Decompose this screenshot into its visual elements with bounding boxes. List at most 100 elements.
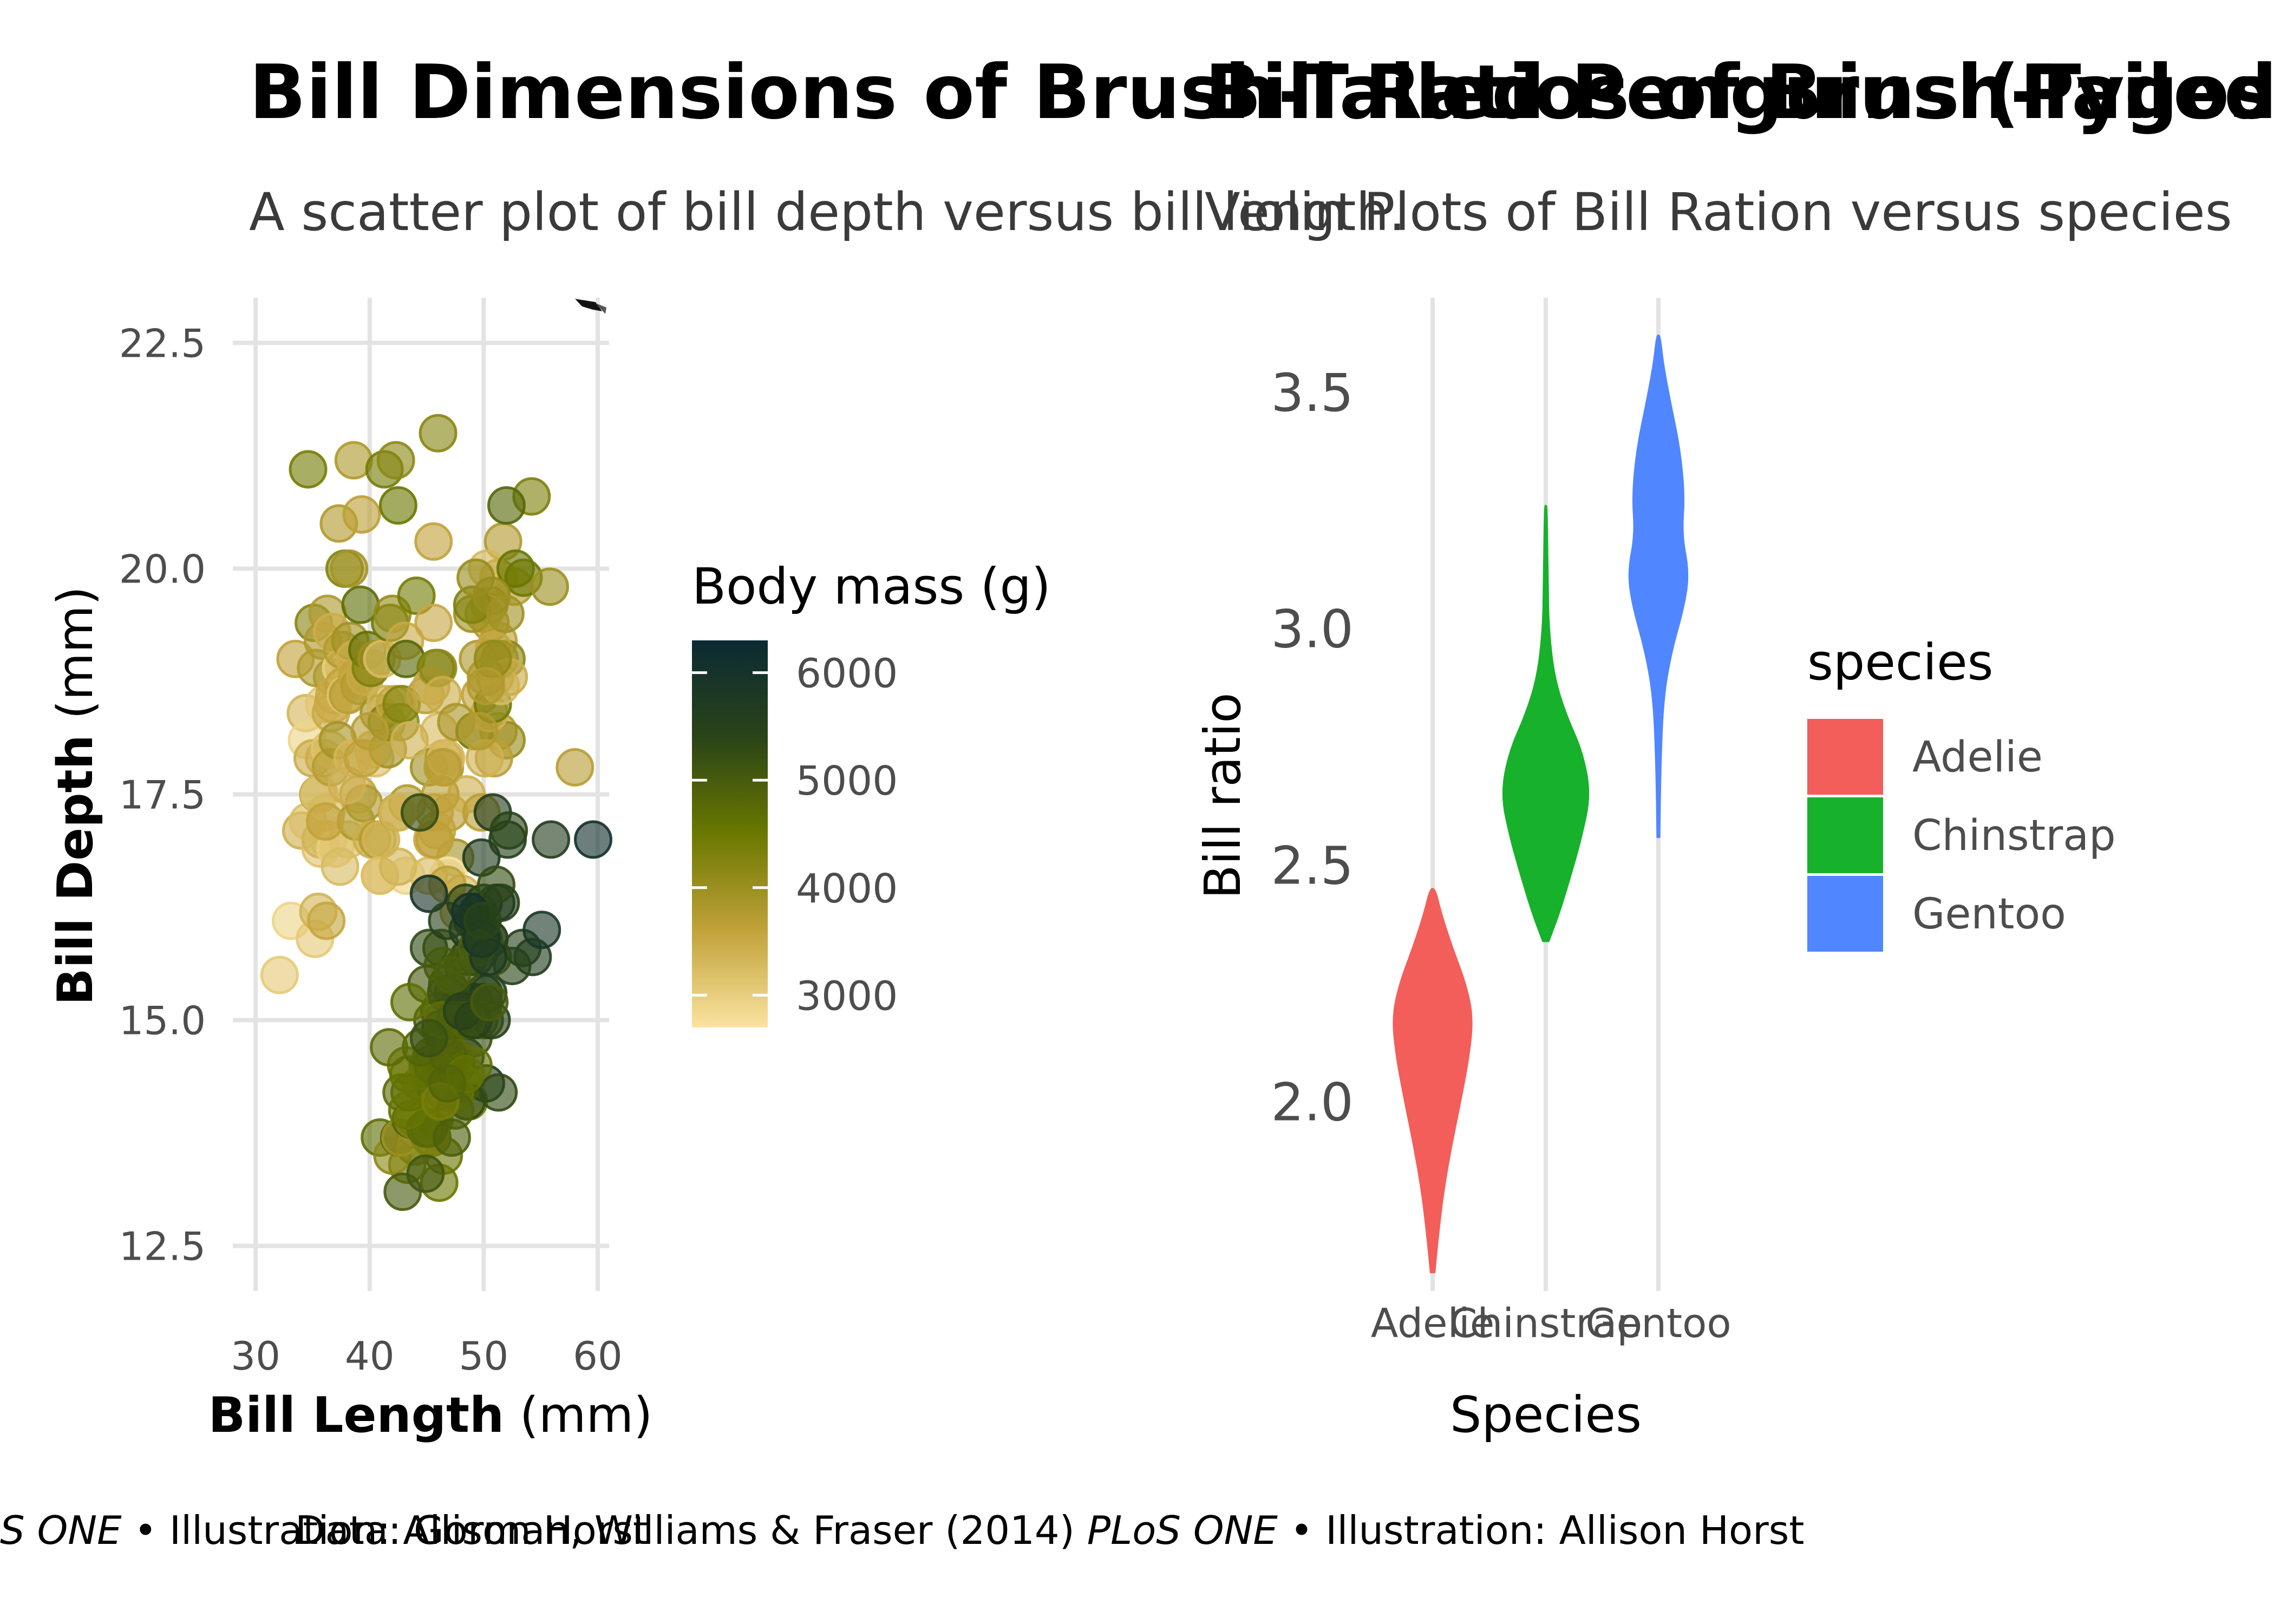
body-mass-legend-title: Body mass (g)	[692, 558, 1051, 615]
violin-y-tick-label: 2.5	[1271, 836, 1354, 896]
species-legend-label: Adelie	[1912, 733, 2043, 782]
scatter-point	[479, 1073, 518, 1112]
caption-right: Data: Gorman, Williams & Fraser (2014) P…	[295, 1508, 1804, 1553]
scatter-point	[342, 495, 381, 534]
violin-gentoo	[1628, 334, 1689, 839]
scatter-point	[467, 666, 506, 705]
species-legend-key	[1807, 797, 1883, 873]
scatter-y-axis-title-unit: (mm)	[47, 586, 104, 735]
scatter-point	[350, 712, 389, 751]
scatter-y-axis-title-bold: Bill Depth	[47, 735, 104, 1005]
scatter-y-tick-label: 15.0	[119, 998, 206, 1044]
caption-right-italic: PLoS ONE	[1087, 1508, 1278, 1553]
violin-title: Bill Ratios of Brush-Tailed Penguins (Py…	[1205, 49, 2274, 136]
species-legend-title: species	[1807, 633, 1994, 691]
scatter-point	[289, 450, 328, 489]
violin-y-tick-label: 3.5	[1271, 363, 1354, 423]
violin-y-tick-labels: 2.0 2.5 3.0 3.5	[1271, 363, 1354, 1133]
scatter-point	[463, 901, 502, 940]
scatter-point	[390, 983, 429, 1021]
scatter-x-axis-title-unit: (mm)	[504, 1387, 652, 1444]
body-mass-colorbar-ticks: 3000 4000 5000 6000	[692, 651, 898, 1019]
scatter-panel: 12.5 15.0 17.5 20.0 22.5 30 40 50 60 Bill Dimen…	[47, 49, 2274, 1444]
scatter-x-tick-label: 60	[573, 1333, 623, 1379]
scatter-point	[456, 558, 495, 597]
violin-y-axis-title: Bill ratio	[1194, 692, 1252, 899]
colorbar-tick-label: 5000	[796, 758, 898, 804]
violin-shapes	[1393, 334, 1689, 1274]
violin-x-tick-label: Chinstrap	[1449, 1300, 1642, 1347]
scatter-point	[390, 721, 429, 759]
caption-right-prefix: Data: Gorman, Williams & Fraser (2014)	[295, 1508, 1087, 1553]
scatter-x-tick-label: 50	[459, 1333, 509, 1379]
species-legend-label: Chinstrap	[1912, 811, 2116, 860]
scatter-point	[406, 1154, 445, 1193]
scatter-point	[460, 712, 499, 751]
scatter-point	[522, 911, 561, 949]
caption-left: S ONE • Illustration: Allison Horst	[0, 1508, 648, 1553]
scatter-title: Bill Dimensions of Brush-Tailed Penguins…	[249, 49, 2274, 136]
scatter-point	[469, 938, 508, 977]
scatter-point	[532, 820, 571, 859]
scatter-point	[414, 604, 453, 643]
caption-left-italic: S ONE	[0, 1508, 122, 1553]
scatter-points	[260, 414, 613, 1211]
scatter-point	[307, 901, 346, 940]
body-mass-colorbar	[692, 640, 768, 1027]
scatter-point	[409, 874, 448, 913]
scatter-point	[486, 594, 525, 633]
penguin-illustration-icon	[575, 299, 602, 311]
scatter-x-axis-title: Bill Length (mm)	[208, 1387, 653, 1444]
scatter-point	[378, 486, 417, 525]
scatter-point	[414, 522, 453, 561]
scatter-x-tick-label: 40	[345, 1333, 395, 1379]
scatter-point	[530, 567, 569, 606]
violin-y-tick-label: 3.0	[1271, 599, 1354, 660]
scatter-y-tick-label: 17.5	[119, 772, 206, 818]
caption-left-rest: • Illustration: Allison Horst	[122, 1508, 649, 1553]
scatter-point	[574, 820, 613, 859]
violin-x-tick-label: Adelie	[1371, 1300, 1494, 1347]
violin-x-tick-label: Gentoo	[1585, 1300, 1731, 1347]
scatter-y-tick-label: 22.5	[119, 320, 206, 366]
scatter-point	[397, 577, 436, 615]
scatter-point	[260, 955, 299, 994]
penguin-illustration-detail-icon	[596, 303, 606, 314]
scatter-y-tick-labels: 12.5 15.0 17.5 20.0 22.5	[119, 320, 206, 1269]
scatter-point	[428, 1064, 467, 1103]
violin-chinstrap	[1502, 505, 1590, 942]
scatter-x-axis-title-bold: Bill Length	[208, 1387, 504, 1444]
scatter-point	[432, 955, 471, 994]
species-legend-label: Gentoo	[1912, 890, 2066, 939]
scatter-y-tick-label: 12.5	[119, 1224, 206, 1269]
scatter-point	[370, 1028, 409, 1067]
scatter-subtitle: A scatter plot of bill depth versus bill…	[249, 182, 1406, 243]
scatter-point	[388, 1091, 427, 1130]
scatter-point	[321, 847, 360, 886]
scatter-point	[432, 1118, 471, 1157]
scatter-point	[489, 811, 528, 850]
species-legend-key	[1807, 719, 1883, 795]
scatter-point	[556, 748, 594, 787]
scatter-point	[400, 793, 439, 832]
scatter-y-tick-label: 20.0	[119, 546, 206, 592]
scatter-x-tick-labels: 30 40 50 60	[231, 1333, 622, 1379]
scatter-x-tick-label: 30	[231, 1333, 280, 1379]
scatter-point	[376, 441, 415, 480]
violin-y-tick-label: 2.0	[1271, 1072, 1354, 1132]
species-legend-key	[1807, 876, 1883, 952]
violin-x-axis-title: Species	[1450, 1386, 1642, 1444]
caption-right-rest: • Illustration: Allison Horst	[1278, 1508, 1805, 1553]
scatter-point	[470, 983, 509, 1021]
scatter-point	[487, 486, 526, 525]
scatter-point	[330, 549, 369, 588]
colorbar-tick-label: 6000	[796, 651, 898, 697]
colorbar-tick-label: 3000	[796, 973, 898, 1019]
species-legend: Adelie Chinstrap Gentoo	[1807, 719, 2116, 952]
scatter-point	[306, 802, 345, 841]
colorbar-tick-label: 4000	[796, 866, 898, 912]
scatter-point	[409, 1019, 448, 1058]
